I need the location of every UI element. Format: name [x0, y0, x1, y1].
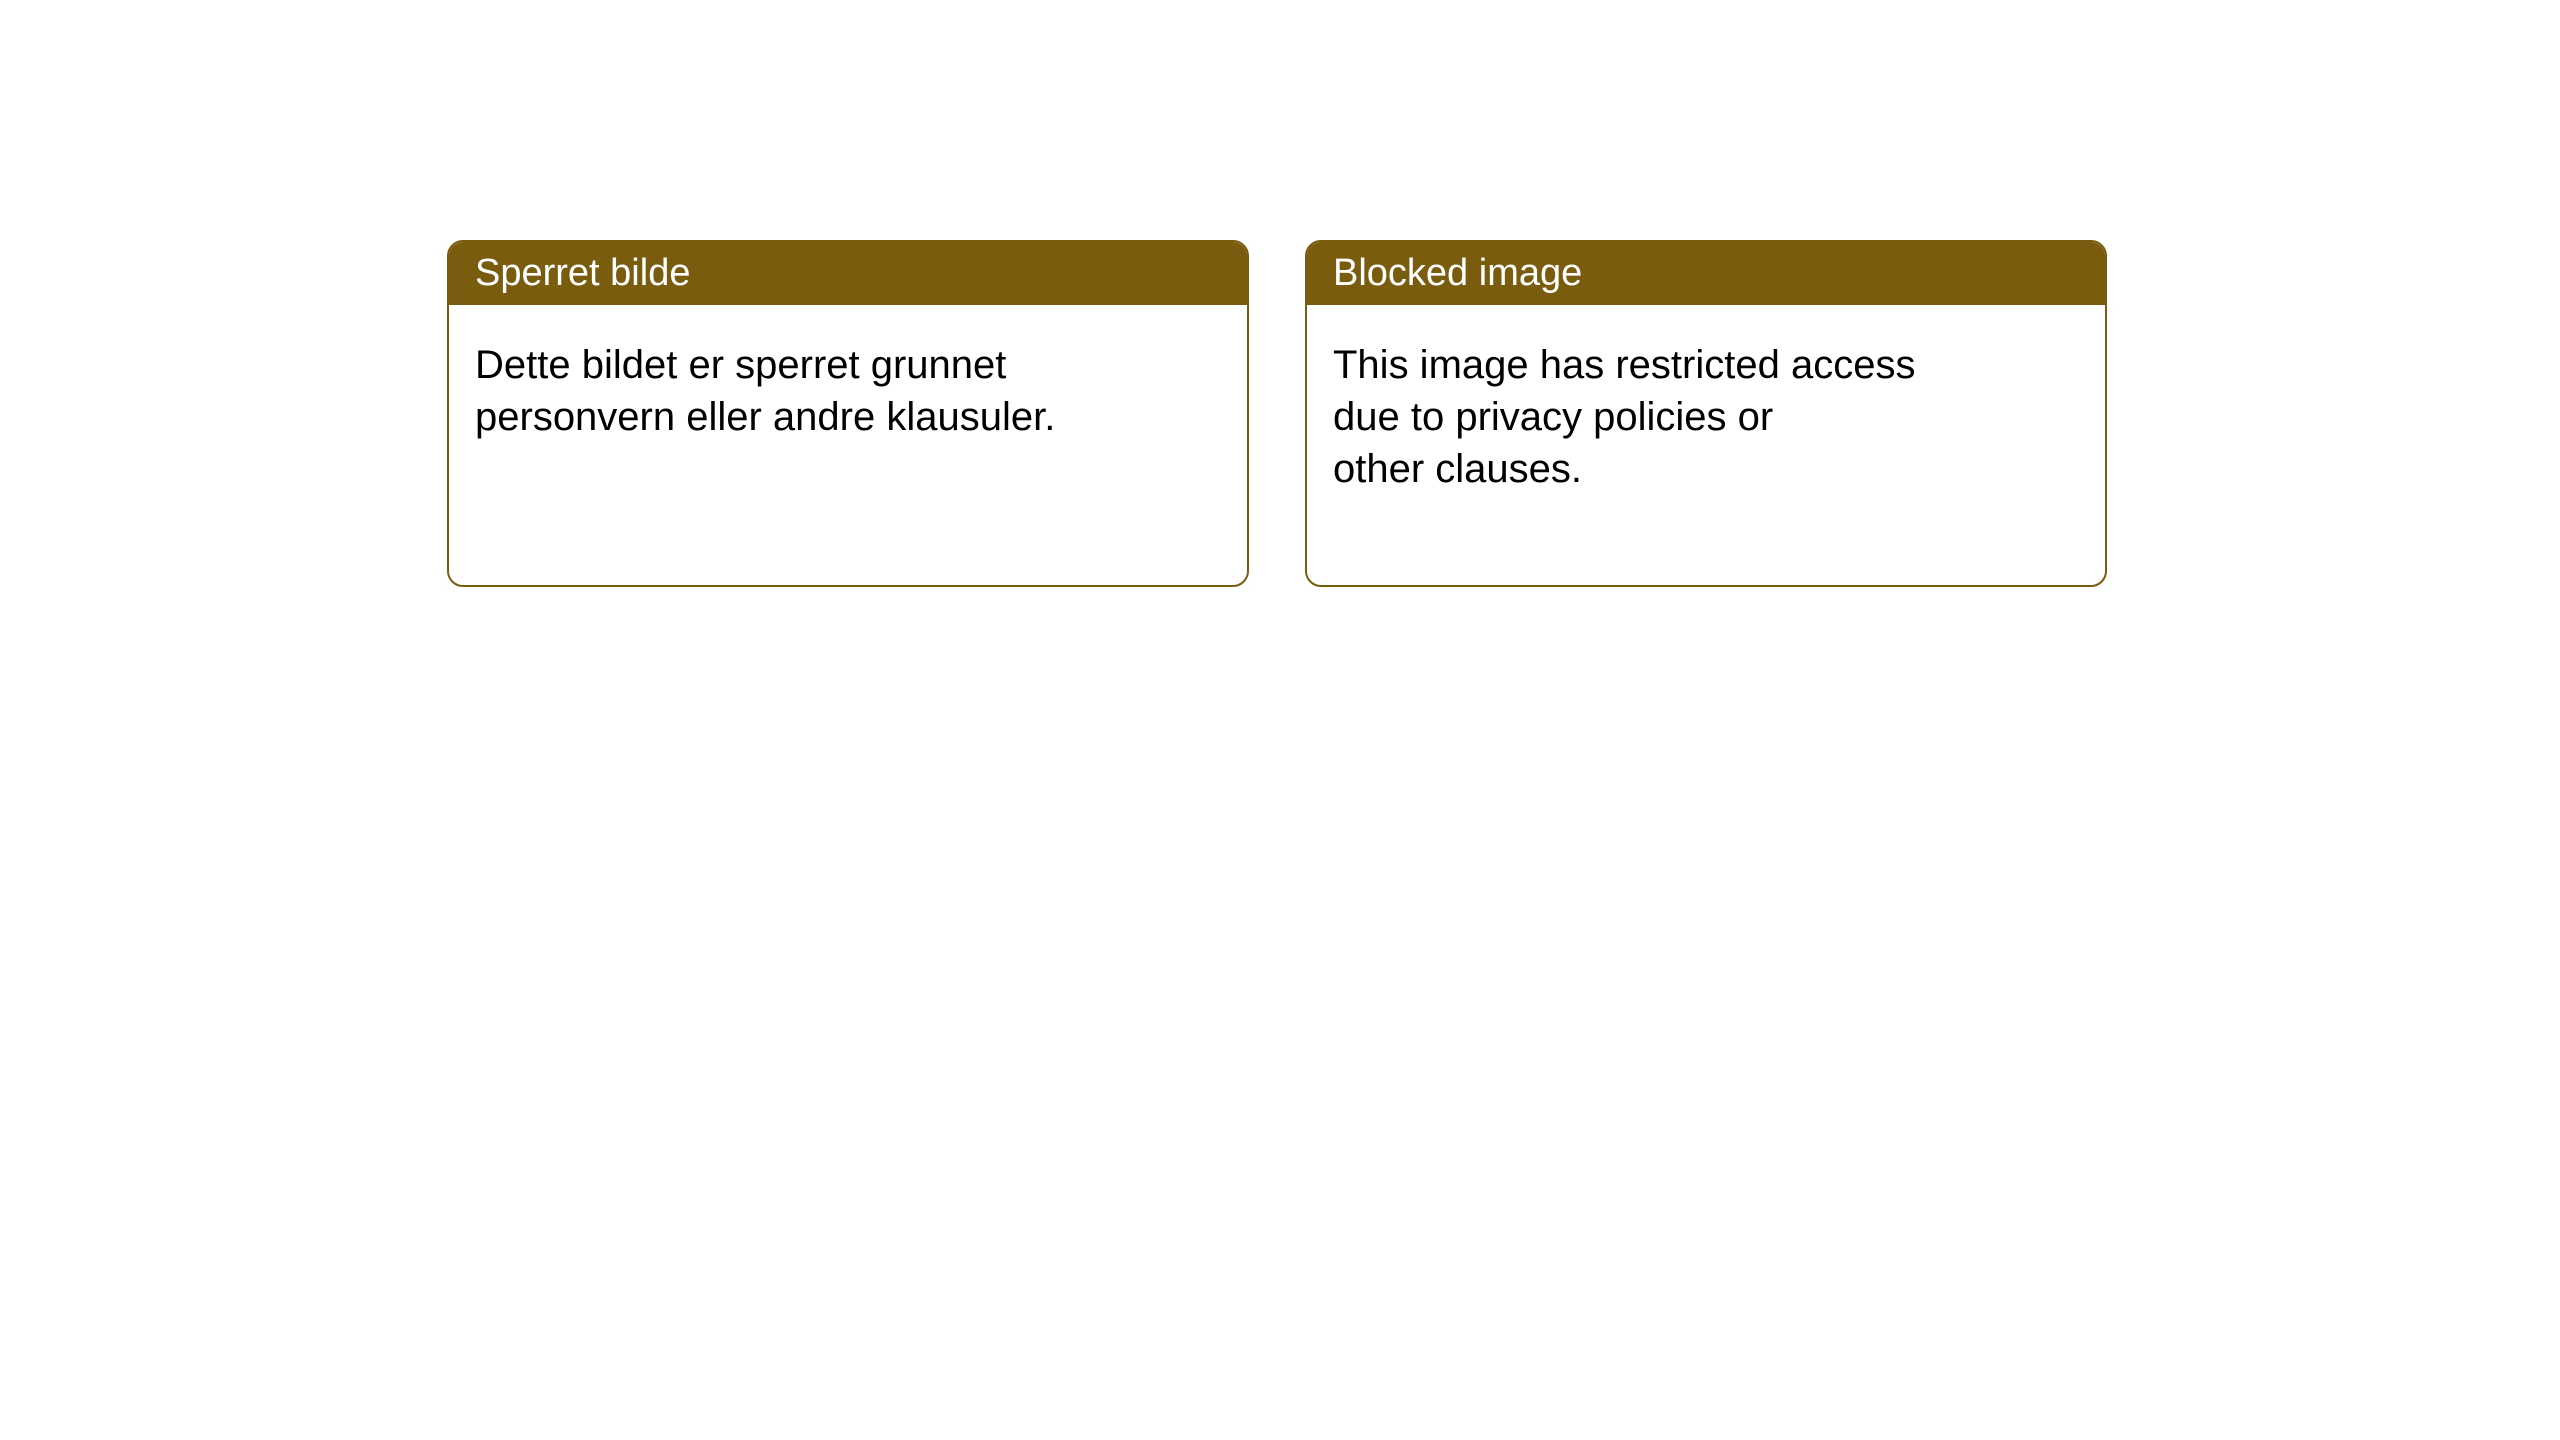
- notice-container: Sperret bilde Dette bildet er sperret gr…: [0, 0, 2560, 587]
- notice-header-en: Blocked image: [1307, 242, 2105, 305]
- notice-header-no: Sperret bilde: [449, 242, 1247, 305]
- notice-card-no: Sperret bilde Dette bildet er sperret gr…: [447, 240, 1249, 587]
- notice-body-no: Dette bildet er sperret grunnet personve…: [449, 305, 1247, 533]
- notice-body-en: This image has restricted access due to …: [1307, 305, 2105, 585]
- notice-card-en: Blocked image This image has restricted …: [1305, 240, 2107, 587]
